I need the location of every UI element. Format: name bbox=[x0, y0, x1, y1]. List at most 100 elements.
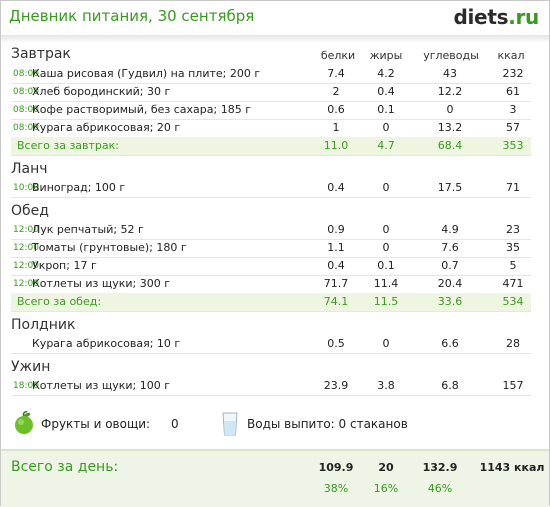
food-row[interactable]: 12:00 Котлеты из щуки; 300 г 71.7 11.4 2… bbox=[11, 275, 531, 294]
row-protein: 1.1 bbox=[327, 241, 345, 254]
fruits-value: 0 bbox=[171, 417, 179, 431]
meal-total-row: Всего за обед: 74.1 11.5 33.6 534 bbox=[11, 293, 531, 312]
meal-title-obed: Обед bbox=[11, 203, 49, 219]
col-fat: жиры bbox=[369, 49, 403, 62]
row-kcal: 232 bbox=[502, 67, 524, 80]
row-carbs: 13.2 bbox=[437, 121, 463, 134]
page-title: Дневник питания, 30 сентября bbox=[9, 7, 255, 25]
row-time: 12:00 bbox=[13, 243, 39, 253]
day-fat-pct: 16% bbox=[373, 482, 399, 495]
row-food: Хлеб бородинский; 30 г bbox=[32, 85, 171, 98]
food-row[interactable]: 10:00 Виноград; 100 г 0.4 0 17.5 71 bbox=[11, 179, 531, 198]
col-kcal: ккал bbox=[497, 49, 525, 62]
total-fat: 11.5 bbox=[373, 295, 399, 308]
food-row[interactable]: 08:00 Курага абрикосовая; 20 г 1 0 13.2 … bbox=[11, 119, 531, 138]
row-protein: 0.4 bbox=[327, 181, 345, 194]
row-protein: 7.4 bbox=[327, 67, 345, 80]
day-carbs: 132.9 bbox=[422, 461, 458, 474]
row-carbs: 20.4 bbox=[437, 277, 463, 290]
row-time: 08:00 bbox=[13, 87, 39, 97]
logo-main: diets bbox=[453, 5, 509, 29]
row-carbs: 0 bbox=[446, 103, 454, 116]
row-carbs: 17.5 bbox=[437, 181, 463, 194]
total-protein: 11.0 bbox=[323, 139, 349, 152]
food-row[interactable]: 12:00 Томаты (грунтовые); 180 г 1.1 0 7.… bbox=[11, 239, 531, 258]
row-fat: 4.2 bbox=[377, 67, 395, 80]
total-carbs: 33.6 bbox=[437, 295, 463, 308]
day-total-label: Всего за день: bbox=[11, 459, 119, 475]
col-protein: белки bbox=[320, 49, 356, 62]
row-time: 12:00 bbox=[13, 279, 39, 289]
row-carbs: 6.8 bbox=[441, 379, 459, 392]
row-food: Виноград; 100 г bbox=[32, 181, 126, 194]
day-total-panel: Всего за день: 109.9 20 132.9 1143 ккал … bbox=[1, 451, 549, 507]
food-row[interactable]: 08:00 Кофе растворимый, без сахара; 185 … bbox=[11, 101, 531, 120]
site-logo[interactable]: diets.ru bbox=[453, 5, 539, 29]
food-row[interactable]: Курага абрикосовая; 10 г 0.5 0 6.6 28 bbox=[11, 335, 531, 354]
row-carbs: 43 bbox=[443, 67, 457, 80]
total-protein: 74.1 bbox=[323, 295, 349, 308]
row-carbs: 0.7 bbox=[441, 259, 459, 272]
day-fat: 20 bbox=[378, 461, 394, 474]
row-time: 08:00 bbox=[13, 69, 39, 79]
row-kcal: 61 bbox=[506, 85, 520, 98]
row-fat: 0 bbox=[382, 121, 390, 134]
header-divider bbox=[1, 35, 549, 43]
meal-title-lunch: Ланч bbox=[11, 161, 48, 177]
row-protein: 2 bbox=[332, 85, 340, 98]
row-time: 12:00 bbox=[13, 225, 39, 235]
row-protein: 23.9 bbox=[323, 379, 349, 392]
row-fat: 0 bbox=[382, 241, 390, 254]
row-kcal: 57 bbox=[506, 121, 520, 134]
total-fat: 4.7 bbox=[377, 139, 395, 152]
extras-row: Фрукты и овощи: 0 Воды выпито: 0 стакано… bbox=[11, 411, 541, 441]
total-label: Всего за завтрак: bbox=[17, 139, 120, 152]
col-carbs: углеводы bbox=[423, 49, 479, 62]
row-food: Курага абрикосовая; 20 г bbox=[32, 121, 181, 134]
row-fat: 0.4 bbox=[377, 85, 395, 98]
row-food: Котлеты из щуки; 300 г bbox=[32, 277, 170, 290]
fruits-label: Фрукты и овощи: bbox=[41, 417, 151, 431]
water-label: Воды выпито: 0 стаканов bbox=[247, 417, 408, 431]
meal-total-row: Всего за завтрак: 11.0 4.7 68.4 353 bbox=[11, 137, 531, 156]
meal-title-poldnik: Полдник bbox=[11, 317, 76, 333]
row-carbs: 6.6 bbox=[441, 337, 459, 350]
row-fat: 0 bbox=[382, 337, 390, 350]
row-protein: 0.4 bbox=[327, 259, 345, 272]
row-kcal: 3 bbox=[509, 103, 517, 116]
row-kcal: 5 bbox=[509, 259, 517, 272]
total-kcal: 534 bbox=[502, 295, 524, 308]
row-food: Курага абрикосовая; 10 г bbox=[32, 337, 181, 350]
food-row[interactable]: 08:00 Хлеб бородинский; 30 г 2 0.4 12.2 … bbox=[11, 83, 531, 102]
total-carbs: 68.4 bbox=[437, 139, 463, 152]
row-fat: 0 bbox=[382, 181, 390, 194]
row-time: 18:00 bbox=[13, 381, 39, 391]
meal-title-uzhin: Ужин bbox=[11, 359, 51, 375]
row-kcal: 71 bbox=[506, 181, 520, 194]
day-kcal: 1143 ккал bbox=[479, 461, 545, 474]
row-time: 08:00 bbox=[13, 105, 39, 115]
apple-icon bbox=[15, 411, 33, 434]
row-fat: 0.1 bbox=[377, 259, 395, 272]
row-food: Укроп; 17 г bbox=[32, 259, 97, 272]
divider bbox=[1, 449, 549, 451]
row-protein: 1 bbox=[332, 121, 340, 134]
food-row[interactable]: 12:00 Укроп; 17 г 0.4 0.1 0.7 5 bbox=[11, 257, 531, 276]
row-fat: 0.1 bbox=[377, 103, 395, 116]
row-time: 08:00 bbox=[13, 123, 39, 133]
logo-tld: .ru bbox=[508, 5, 539, 29]
row-food: Котлеты из щуки; 100 г bbox=[32, 379, 170, 392]
food-row[interactable]: 08:00 Каша рисовая (Гудвил) на плите; 20… bbox=[11, 65, 531, 84]
day-protein-pct: 38% bbox=[323, 482, 349, 495]
total-kcal: 353 bbox=[502, 139, 524, 152]
row-food: Каша рисовая (Гудвил) на плите; 200 г bbox=[32, 67, 261, 80]
total-label: Всего за обед: bbox=[17, 295, 102, 308]
row-protein: 0.6 bbox=[327, 103, 345, 116]
row-protein: 71.7 bbox=[323, 277, 349, 290]
row-time: 12:00 bbox=[13, 261, 39, 271]
row-kcal: 35 bbox=[506, 241, 520, 254]
food-row[interactable]: 18:00 Котлеты из щуки; 100 г 23.9 3.8 6.… bbox=[11, 377, 531, 396]
row-fat: 3.8 bbox=[377, 379, 395, 392]
row-protein: 0.5 bbox=[327, 337, 345, 350]
food-row[interactable]: 12:00 Лук репчатый; 52 г 0.9 0 4.9 23 bbox=[11, 221, 531, 240]
